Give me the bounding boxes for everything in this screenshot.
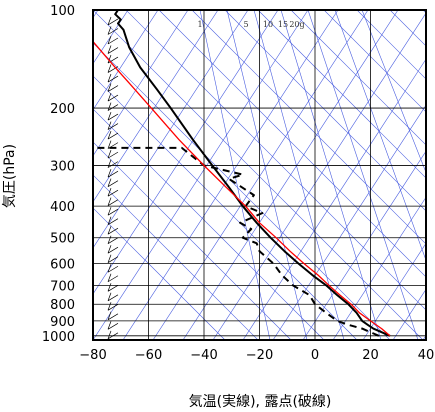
wind-barb-icon xyxy=(107,245,119,254)
isotherm-line xyxy=(93,10,219,203)
wind-barb-icon xyxy=(107,102,119,111)
wind-barb-icon xyxy=(107,159,119,168)
y-tick-label: 300 xyxy=(50,159,75,174)
dewpoint-line xyxy=(95,146,380,337)
wind-barb-icon xyxy=(107,83,119,92)
x-tick-labels: −80 −60 −40 −20 0 20 40 xyxy=(79,348,434,363)
adiabat-line xyxy=(290,10,426,146)
wind-barb-icon xyxy=(107,273,119,283)
x-tick-label: −80 xyxy=(79,348,106,363)
adiabat-line xyxy=(389,10,426,47)
isotherm-line xyxy=(332,196,426,340)
x-tick-label: 40 xyxy=(418,348,435,363)
series-lines xyxy=(93,10,391,337)
mixing-ratio-labels: 1 5 10 15 20g xyxy=(197,20,304,29)
temperature-line xyxy=(114,10,391,337)
adiabat-line xyxy=(323,10,426,113)
y-tick-label: 700 xyxy=(50,279,75,294)
x-axis-title: 気温(実線), 露点(破線) xyxy=(189,394,332,410)
y-tick-label: 900 xyxy=(50,315,75,330)
adiabat-line xyxy=(93,141,292,340)
mixing-ratio-label: 20g xyxy=(289,20,304,29)
y-tick-label: 1000 xyxy=(42,330,75,345)
adiabat-line xyxy=(356,10,426,80)
wind-barb-icon xyxy=(107,150,119,159)
wind-barb-icon xyxy=(107,169,119,178)
y-tick-label: 100 xyxy=(50,4,75,19)
wind-barb-icon xyxy=(107,197,119,206)
x-tick-label: 20 xyxy=(362,348,379,363)
y-tick-label: 600 xyxy=(50,258,75,273)
wind-barb-icon xyxy=(107,121,119,130)
wind-barb-icon xyxy=(107,73,119,83)
wind-barb-icon xyxy=(107,216,119,225)
wind-barb-icon xyxy=(107,283,119,292)
wind-barb-icon xyxy=(107,16,119,26)
y-tick-label: 500 xyxy=(50,232,75,247)
wind-barb-icon xyxy=(107,254,119,264)
adiabat-line xyxy=(191,10,426,245)
wind-barb-icon xyxy=(107,226,119,235)
y-tick-label: 200 xyxy=(50,102,75,117)
adiabat-line xyxy=(125,10,426,311)
isotherm-line xyxy=(212,12,426,340)
wind-barb-icon xyxy=(107,188,119,197)
wind-barb-icon xyxy=(107,178,119,187)
isotherm-line xyxy=(392,288,426,340)
wind-barb-icon xyxy=(107,26,119,35)
mixing-ratio-line xyxy=(334,10,426,262)
adiabat-line xyxy=(158,10,426,278)
wind-barb-icon xyxy=(107,35,119,45)
wind-barb-icon xyxy=(107,45,119,54)
adiabat-line xyxy=(422,10,426,14)
isotherm-line xyxy=(93,10,189,157)
wind-barb-icon xyxy=(107,64,119,73)
y-tick-label: 800 xyxy=(50,298,75,313)
wind-barb-icon xyxy=(107,292,119,302)
wind-barb-icon xyxy=(107,92,119,102)
x-tick-label: −40 xyxy=(190,348,217,363)
adiabat-line xyxy=(224,10,426,212)
wind-barb-icon xyxy=(107,235,119,245)
adiabat-line xyxy=(257,10,426,179)
x-tick-label: −60 xyxy=(135,348,162,363)
isotherm-line xyxy=(122,10,339,340)
y-axis-title: 気圧(hPa) xyxy=(2,144,18,208)
mixing-ratio-label: 10 xyxy=(263,20,273,29)
isotherm-line xyxy=(302,150,426,340)
mixing-ratio-label: 1 xyxy=(197,20,202,29)
wind-barb-icon xyxy=(107,321,119,330)
wind-barb-icon xyxy=(107,111,119,121)
x-tick-label: −20 xyxy=(246,348,273,363)
mixing-ratio-label: 5 xyxy=(243,20,248,29)
isotherm-line xyxy=(422,334,426,340)
wind-barb-icon xyxy=(107,207,119,216)
isotherm-line xyxy=(93,10,249,249)
isotherm-line xyxy=(93,10,159,111)
wind-barb-icon xyxy=(107,302,119,311)
mixing-ratio-line xyxy=(361,10,426,174)
isotherm-line xyxy=(93,10,279,295)
adiabat-line xyxy=(93,207,226,340)
grid-lines xyxy=(92,9,427,340)
x-tick-label: 0 xyxy=(311,348,319,363)
parcel-line xyxy=(93,41,391,337)
wind-barb-icon xyxy=(107,311,119,321)
wind-barb-icon xyxy=(107,54,119,64)
wind-barb-icon xyxy=(107,130,119,140)
isotherm-line xyxy=(93,10,309,340)
wind-barb-icon xyxy=(107,330,119,340)
wind-barb-icon xyxy=(107,264,119,273)
mixing-ratio-line xyxy=(307,10,419,340)
mixing-ratio-label: 15 xyxy=(278,20,288,29)
y-tick-label: 400 xyxy=(50,200,75,215)
plot-frame xyxy=(92,9,427,341)
